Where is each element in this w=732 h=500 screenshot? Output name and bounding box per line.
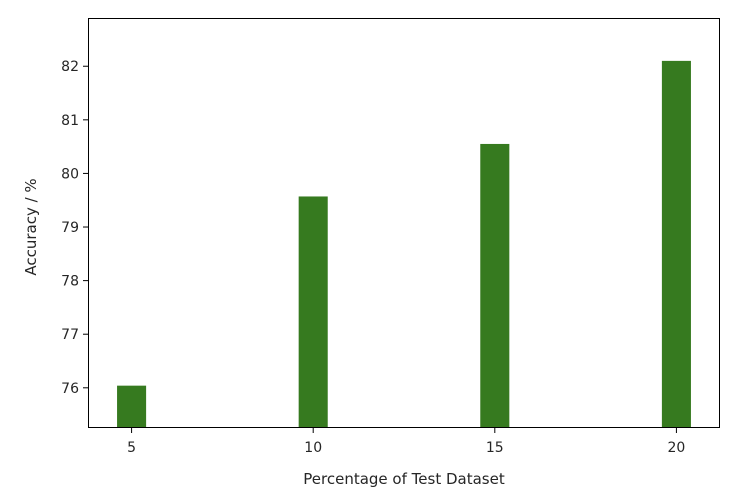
y-tick-label: 77: [61, 327, 79, 343]
bar-10: [298, 196, 328, 428]
y-tick-label: 80: [61, 166, 79, 182]
bar-20: [661, 60, 691, 428]
y-tick-label: 81: [61, 113, 79, 129]
x-tick-label: 15: [486, 440, 504, 456]
bar-5: [117, 385, 147, 428]
x-tick-label: 5: [127, 440, 136, 456]
plot-area: [88, 18, 720, 428]
y-tick-label: 78: [61, 274, 79, 290]
bar-15: [480, 143, 510, 429]
y-tick-label: 79: [61, 220, 79, 236]
y-axis: 76 77 78 79 80 81 82: [61, 59, 88, 397]
x-tick-label: 20: [667, 440, 685, 456]
bar-group: [117, 60, 691, 429]
x-tick-label: 10: [304, 440, 322, 456]
plot-frame: [88, 18, 720, 428]
x-axis-label: Percentage of Test Dataset: [303, 470, 505, 488]
x-axis: 5 10 15 20: [127, 428, 685, 456]
y-tick-label: 82: [61, 59, 79, 75]
y-tick-label: 76: [61, 381, 79, 397]
y-axis-label: Accuracy / %: [22, 178, 40, 275]
